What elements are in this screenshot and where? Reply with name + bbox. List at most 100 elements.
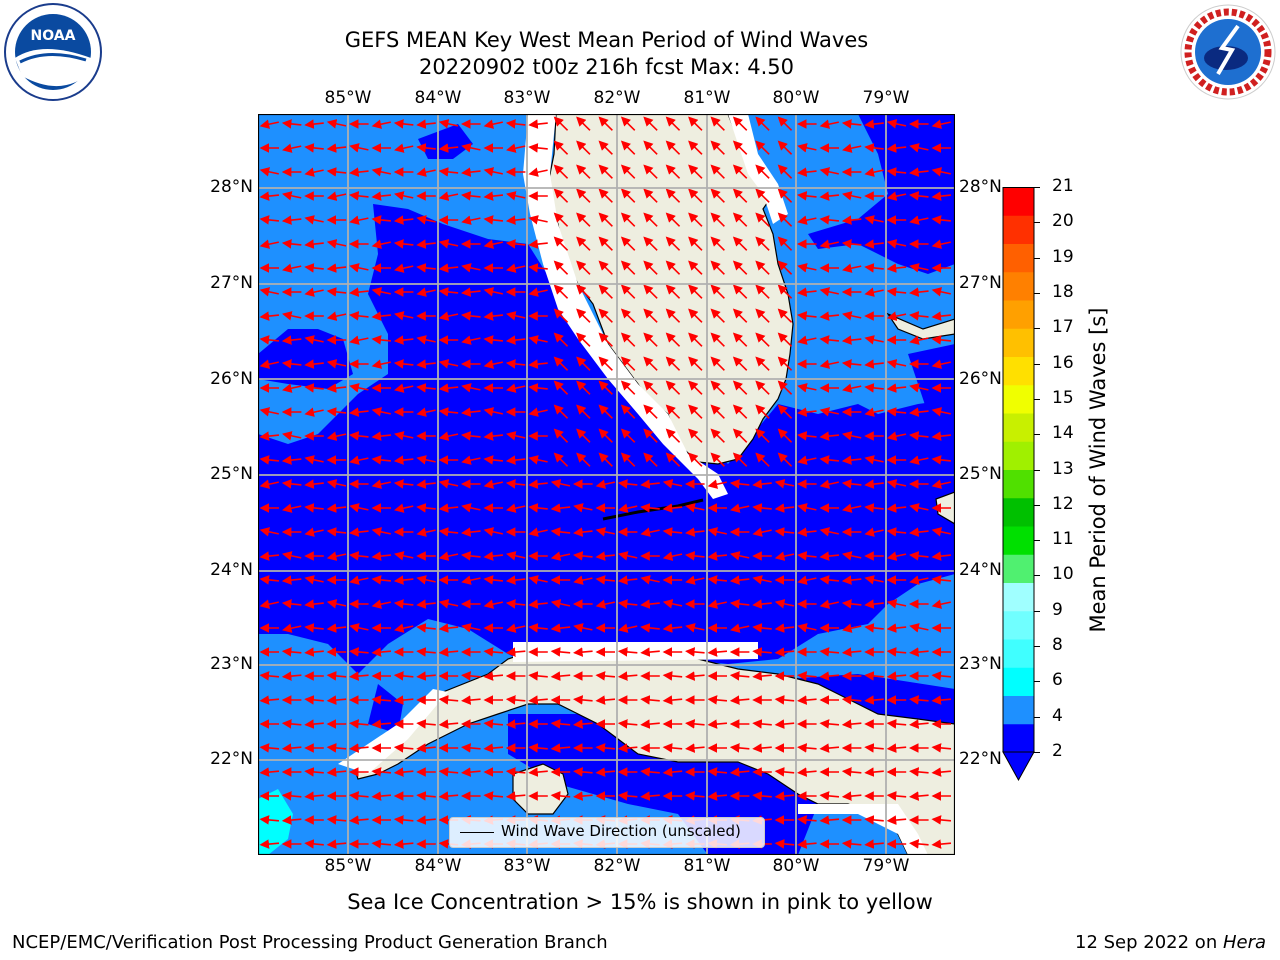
colorbar-segment: [1003, 554, 1034, 583]
wind-wave-arrow: [752, 647, 772, 657]
wind-wave-arrow: [931, 695, 952, 705]
wind-wave-arrow: [595, 527, 615, 537]
wind-wave-arrow: [931, 287, 951, 297]
wind-wave-arrow: [797, 575, 817, 585]
wind-wave-arrow: [576, 188, 591, 203]
wind-wave-arrow: [528, 527, 548, 537]
colorbar-tick-label: 8: [1052, 635, 1063, 656]
lon-label-top: 82°W: [593, 88, 641, 108]
wind-wave-arrow: [620, 212, 636, 227]
wind-wave-arrow: [505, 215, 526, 225]
wind-wave-arrow: [643, 188, 658, 203]
wind-wave-arrow: [326, 551, 347, 561]
wind-wave-arrow: [909, 215, 929, 225]
wind-wave-arrow: [688, 308, 703, 323]
wind-wave-arrow: [819, 575, 840, 585]
wind-wave-arrow: [371, 215, 392, 225]
wind-wave-arrow: [528, 407, 548, 417]
wind-wave-arrow: [349, 383, 369, 393]
wind-wave-arrow: [819, 215, 840, 225]
wind-wave-arrow: [393, 743, 414, 753]
lat-label-left: 27°N: [210, 273, 253, 293]
wind-wave-arrow: [349, 743, 369, 753]
wind-wave-arrow: [259, 335, 280, 345]
colorbar-tick-label: 10: [1052, 564, 1074, 585]
wind-wave-arrow: [326, 743, 347, 753]
wind-wave-arrow: [438, 719, 459, 729]
wind-wave-arrow: [755, 212, 770, 227]
wind-wave-arrow: [371, 191, 392, 201]
wind-wave-arrow: [281, 647, 302, 657]
wind-wave-arrow: [281, 239, 302, 249]
wind-wave-arrow: [416, 503, 436, 513]
wind-wave-arrow: [483, 647, 504, 657]
wind-wave-arrow: [483, 791, 504, 801]
wind-wave-arrow: [595, 743, 616, 753]
wind-wave-arrow: [393, 455, 414, 465]
wind-wave-arrow: [550, 719, 571, 729]
wind-wave-arrow: [864, 455, 884, 465]
wind-wave-arrow: [841, 767, 862, 777]
wind-wave-arrow: [752, 599, 772, 609]
wind-wave-arrow: [774, 647, 795, 657]
wind-wave-arrow: [304, 335, 324, 345]
colorbar-tick-label: 20: [1052, 211, 1074, 232]
wind-wave-arrow: [461, 311, 481, 321]
wind-wave-arrow: [393, 215, 414, 225]
wind-wave-arrow: [665, 236, 681, 251]
wind-wave-arrow: [595, 695, 616, 705]
coast-mask: [338, 689, 448, 774]
colorbar-tick-mark: [1034, 222, 1040, 224]
wind-wave-arrow: [617, 575, 638, 585]
wind-wave-arrow: [461, 191, 481, 201]
wind-wave-arrow: [618, 503, 638, 513]
wind-wave-arrow: [842, 623, 862, 633]
wind-wave-arrow: [864, 215, 884, 225]
wind-wave-arrow: [281, 743, 302, 753]
wind-wave-arrow: [416, 575, 436, 585]
coast-mask: [523, 114, 728, 499]
wind-wave-arrow: [886, 119, 907, 129]
wind-wave-arrow: [864, 335, 884, 345]
wind-wave-arrow: [281, 719, 302, 729]
wind-wave-arrow: [349, 215, 369, 225]
wind-wave-arrow: [886, 311, 907, 321]
wind-wave-arrow: [732, 404, 748, 419]
wind-wave-arrow: [643, 236, 658, 251]
wind-wave-arrow: [282, 503, 302, 513]
wind-wave-arrow: [842, 191, 862, 201]
wind-wave-arrow: [573, 551, 593, 561]
wind-wave-arrow: [886, 431, 907, 441]
wind-wave-arrow: [755, 332, 770, 347]
wind-wave-arrow: [841, 119, 862, 129]
wind-wave-arrow: [282, 551, 302, 561]
ocean-fill-2-4: [418, 124, 473, 159]
wind-wave-arrow: [281, 479, 302, 489]
wind-wave-arrow: [461, 551, 481, 561]
colorbar-tick-label: 18: [1052, 281, 1074, 302]
wind-wave-arrow: [393, 839, 414, 849]
wind-wave-arrow: [598, 428, 613, 443]
wind-wave-arrow: [416, 239, 436, 249]
wind-wave-arrow: [864, 143, 884, 153]
wind-wave-arrow: [729, 695, 750, 705]
wind-wave-arrow: [662, 767, 683, 777]
wind-wave-arrow: [842, 383, 862, 393]
wind-wave-arrow: [685, 791, 705, 801]
legend-line-sample: [460, 832, 494, 833]
wind-wave-arrow: [259, 407, 279, 417]
lat-label-right: 22°N: [959, 749, 1002, 769]
wind-wave-arrow: [752, 479, 772, 489]
wind-wave-arrow: [553, 428, 569, 443]
wind-wave-arrow: [732, 428, 748, 443]
wind-wave-arrow: [550, 791, 571, 801]
wind-wave-arrow: [732, 212, 748, 227]
wind-wave-arrow: [326, 479, 347, 489]
wind-wave-arrow: [909, 287, 929, 297]
wind-wave-arrow: [819, 239, 839, 249]
wind-wave-arrow: [797, 815, 817, 825]
wind-wave-arrow: [886, 239, 907, 249]
colorbar-tick-label: 12: [1052, 493, 1074, 514]
wind-wave-arrow: [732, 116, 748, 131]
wind-wave-arrow: [755, 188, 770, 203]
